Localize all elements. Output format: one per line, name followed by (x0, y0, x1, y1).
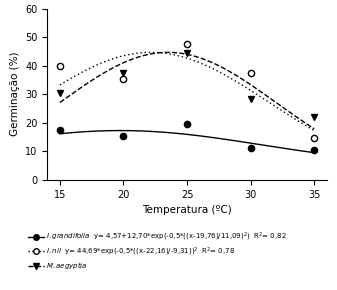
Y-axis label: Germinação (%): Germinação (%) (9, 52, 20, 137)
X-axis label: Temperatura (ºC): Temperatura (ºC) (142, 205, 232, 215)
Legend: $\it{I. grandifolia}$  y= 4,57+12,70*exp(-0,5*((x-19,76)/11,09)$^2$)  R$^2$= 0,8: $\it{I. grandifolia}$ y= 4,57+12,70*exp(… (28, 231, 287, 271)
